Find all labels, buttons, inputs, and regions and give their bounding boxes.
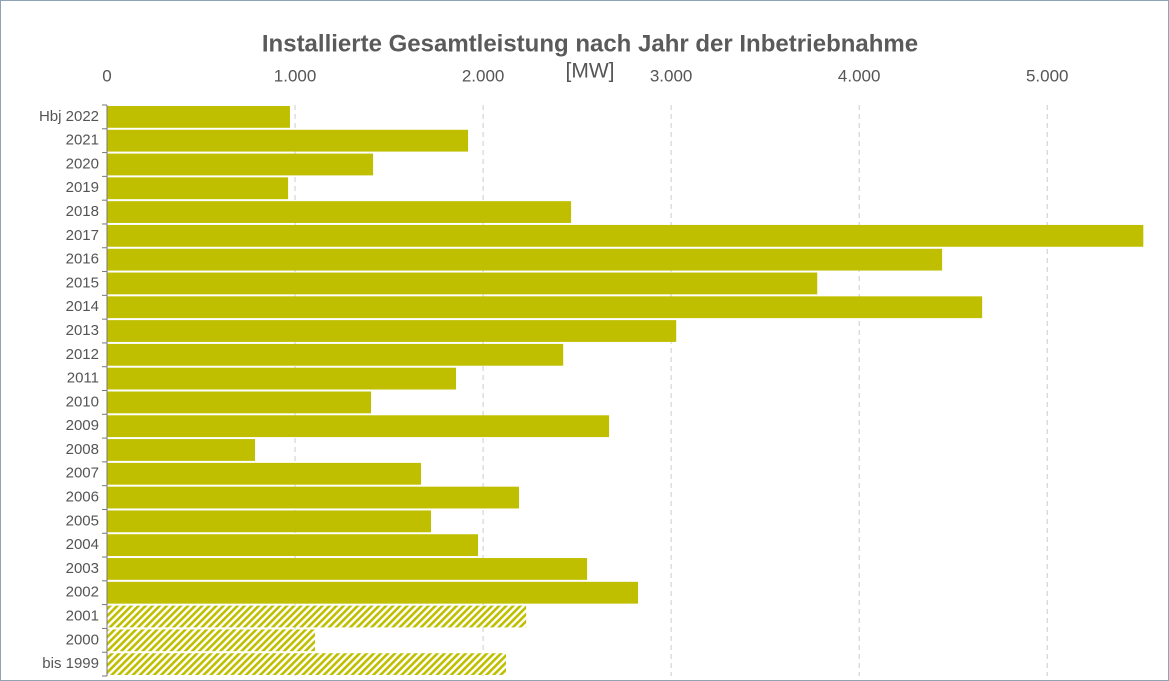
bar — [107, 439, 255, 461]
y-tick-label: Hbj 2022 — [39, 108, 99, 125]
bar — [107, 153, 374, 176]
y-tick-label: 2010 — [66, 393, 99, 410]
bar — [107, 201, 572, 223]
bar — [107, 224, 1144, 247]
x-tick-label: 3.000 — [650, 66, 693, 85]
y-tick-label: 2015 — [66, 274, 99, 291]
y-tick-label: 2014 — [66, 298, 99, 315]
y-tick-label: 2019 — [66, 179, 99, 196]
y-tick-label: 2016 — [66, 251, 99, 268]
x-tick-label: 5.000 — [1026, 66, 1069, 85]
y-tick-label: 2017 — [66, 227, 99, 244]
bar — [107, 629, 315, 652]
y-tick-label: 2006 — [66, 489, 99, 506]
bar — [107, 129, 469, 152]
y-tick-label: 2018 — [66, 203, 99, 220]
bar — [107, 248, 943, 271]
y-tick-label: 2003 — [66, 560, 99, 577]
x-tick-label: 2.000 — [462, 66, 505, 85]
bar — [107, 106, 290, 128]
bar — [107, 296, 983, 319]
y-tick-label: bis 1999 — [42, 655, 99, 672]
y-tick-label: 2002 — [66, 584, 99, 601]
bar — [107, 391, 372, 414]
bar — [107, 605, 527, 628]
y-tick-label: 2012 — [66, 346, 99, 363]
bar — [107, 653, 507, 675]
y-tick-label: 2020 — [66, 155, 99, 172]
y-tick-label: 2011 — [67, 370, 99, 387]
y-tick-label: 2013 — [66, 322, 99, 339]
y-tick-label: 2021 — [66, 132, 99, 149]
y-tick-label: 2007 — [66, 465, 99, 482]
bar — [107, 581, 639, 604]
y-tick-label: 2001 — [66, 607, 99, 624]
y-tick-label: 2000 — [66, 631, 99, 648]
bar — [107, 272, 818, 295]
x-tick-label: 4.000 — [838, 66, 881, 85]
bar — [107, 534, 479, 557]
y-tick-label: 2008 — [66, 441, 99, 458]
bar — [107, 415, 610, 438]
bar — [107, 320, 677, 342]
bar — [107, 367, 457, 390]
chart-title: Installierte Gesamtleistung nach Jahr de… — [262, 30, 918, 57]
y-tick-label: 2005 — [66, 512, 99, 529]
bar — [107, 558, 588, 580]
x-axis-label: [MW] — [566, 60, 615, 83]
x-tick-label: 1.000 — [274, 66, 317, 85]
bar — [107, 343, 564, 366]
x-tick-label: 0 — [102, 66, 111, 85]
bar — [107, 462, 422, 485]
bar — [107, 177, 289, 200]
y-tick-label: 2009 — [66, 417, 99, 434]
bar — [107, 486, 520, 509]
bar — [107, 510, 431, 533]
y-tick-label: 2004 — [66, 536, 99, 553]
